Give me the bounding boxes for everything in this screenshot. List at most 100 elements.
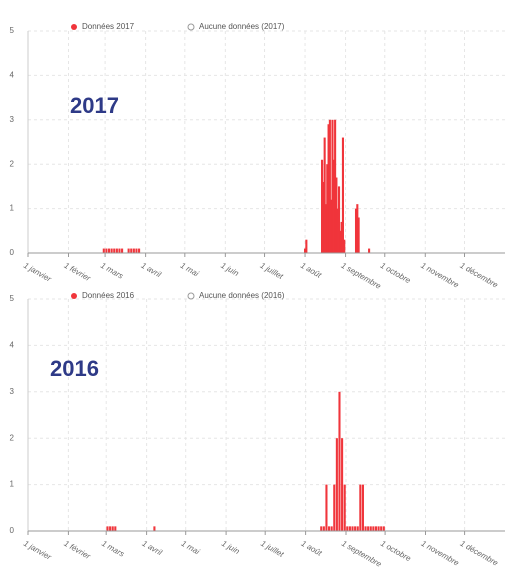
bar bbox=[337, 186, 341, 253]
bar bbox=[111, 526, 114, 531]
y-tick-label: 3 bbox=[10, 387, 15, 396]
bar bbox=[114, 526, 117, 531]
x-tick-label: 1 décembre bbox=[458, 261, 500, 290]
bar bbox=[106, 526, 109, 531]
bar bbox=[330, 526, 333, 531]
y-tick-label: 1 bbox=[10, 204, 15, 213]
y-tick-label: 4 bbox=[10, 341, 15, 350]
x-tick-label: 1 mars bbox=[100, 539, 126, 559]
legend-label: Données 2016 bbox=[82, 291, 135, 300]
x-tick-label: 1 janvier bbox=[22, 261, 53, 284]
bar bbox=[322, 181, 325, 253]
bar bbox=[377, 526, 380, 531]
bar bbox=[364, 526, 367, 531]
bar bbox=[356, 526, 359, 531]
y-tick-label: 5 bbox=[10, 294, 15, 303]
bar bbox=[328, 526, 331, 531]
x-tick-label: 1 septembre bbox=[340, 539, 383, 569]
y-tick-label: 0 bbox=[10, 526, 15, 535]
bar bbox=[127, 248, 130, 253]
x-tick-label: 1 décembre bbox=[459, 539, 501, 568]
y-tick-label: 1 bbox=[10, 480, 15, 489]
bar bbox=[304, 248, 307, 253]
bar bbox=[330, 199, 333, 253]
y-tick-label: 2 bbox=[10, 433, 15, 442]
bar bbox=[354, 526, 357, 531]
bar bbox=[346, 526, 349, 531]
y-tick-label: 0 bbox=[10, 248, 15, 257]
bar bbox=[382, 526, 385, 531]
bar bbox=[380, 526, 383, 531]
bar bbox=[336, 208, 339, 253]
annotation: 2017 bbox=[70, 93, 119, 118]
legend-label: Aucune données (2016) bbox=[199, 291, 285, 300]
bar bbox=[138, 248, 141, 253]
bar bbox=[328, 119, 331, 253]
bar bbox=[121, 248, 124, 253]
x-tick-label: 1 novembre bbox=[419, 261, 461, 290]
bar bbox=[323, 137, 326, 253]
x-tick-label: 1 août bbox=[300, 539, 324, 558]
bar bbox=[130, 248, 133, 253]
x-tick-label: 1 octobre bbox=[379, 261, 413, 286]
bar bbox=[115, 248, 118, 253]
bar bbox=[107, 248, 111, 253]
bar bbox=[341, 438, 344, 531]
bar bbox=[153, 526, 156, 531]
bar bbox=[367, 526, 370, 531]
bar bbox=[338, 391, 341, 531]
x-tick-label: 1 juin bbox=[220, 539, 242, 557]
bar bbox=[374, 526, 378, 531]
bar bbox=[325, 484, 328, 531]
bar bbox=[105, 248, 108, 253]
legend-marker bbox=[71, 24, 77, 30]
bar bbox=[369, 526, 372, 531]
bar bbox=[354, 208, 358, 253]
legend-marker bbox=[187, 23, 195, 31]
x-tick-label: 1 avril bbox=[140, 261, 163, 280]
legend-label: Aucune données (2017) bbox=[199, 22, 285, 31]
bar bbox=[118, 248, 121, 253]
bar bbox=[357, 217, 360, 253]
bar bbox=[332, 159, 335, 253]
x-tick-label: 1 novembre bbox=[419, 539, 461, 568]
bar bbox=[132, 248, 135, 253]
bar bbox=[110, 248, 113, 253]
bar bbox=[322, 526, 325, 531]
x-tick-label: 1 mai bbox=[179, 261, 201, 279]
y-tick-label: 2 bbox=[10, 159, 15, 168]
bar bbox=[320, 159, 324, 253]
bar bbox=[333, 484, 336, 531]
bar bbox=[135, 248, 138, 253]
legend-marker bbox=[71, 293, 77, 299]
bar bbox=[327, 124, 330, 254]
bar bbox=[359, 484, 362, 531]
bar bbox=[326, 164, 329, 253]
bar bbox=[335, 438, 338, 531]
legend-marker bbox=[187, 292, 195, 300]
bar bbox=[113, 248, 116, 253]
bar bbox=[348, 526, 351, 531]
x-tick-label: 1 octobre bbox=[379, 539, 413, 564]
x-tick-label: 1 août bbox=[299, 261, 323, 280]
y-tick-label: 5 bbox=[10, 26, 15, 35]
x-tick-label: 1 juin bbox=[219, 261, 241, 279]
bar bbox=[334, 119, 337, 253]
x-tick-label: 1 septembre bbox=[340, 261, 383, 291]
legend-label: Données 2017 bbox=[82, 22, 135, 31]
bar bbox=[339, 230, 342, 253]
bar bbox=[368, 248, 371, 253]
x-tick-label: 1 janvier bbox=[22, 539, 53, 562]
bar bbox=[341, 137, 344, 253]
y-tick-label: 3 bbox=[10, 115, 15, 124]
bar bbox=[343, 239, 346, 253]
bar bbox=[343, 484, 346, 531]
x-tick-label: 1 avril bbox=[141, 539, 164, 558]
x-tick-label: 1 février bbox=[62, 539, 92, 561]
x-tick-label: 1 mai bbox=[180, 539, 202, 557]
x-tick-label: 1 février bbox=[62, 261, 92, 283]
bar bbox=[320, 526, 323, 531]
bar bbox=[361, 484, 364, 531]
bar bbox=[109, 526, 112, 531]
bar bbox=[305, 239, 308, 253]
